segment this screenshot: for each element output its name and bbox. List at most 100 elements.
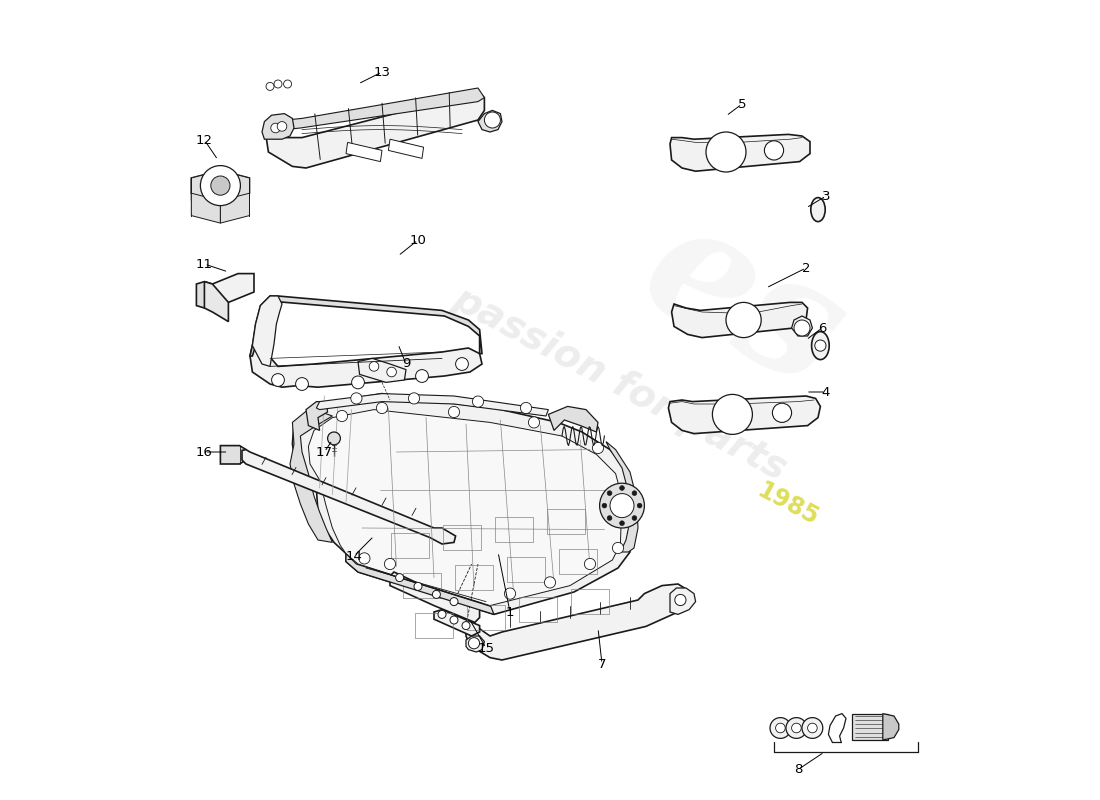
Circle shape [815, 340, 826, 351]
Circle shape [674, 594, 686, 606]
Circle shape [544, 577, 556, 588]
Text: 7: 7 [597, 658, 606, 670]
Circle shape [450, 616, 458, 624]
Circle shape [414, 582, 422, 590]
Circle shape [602, 503, 607, 508]
Polygon shape [205, 282, 229, 322]
Circle shape [328, 432, 340, 445]
Circle shape [472, 396, 484, 407]
Polygon shape [672, 302, 807, 338]
Polygon shape [252, 296, 282, 366]
Circle shape [505, 588, 516, 599]
Polygon shape [306, 402, 328, 430]
Polygon shape [266, 88, 484, 136]
Circle shape [772, 403, 792, 422]
Polygon shape [317, 394, 549, 416]
Circle shape [376, 402, 387, 414]
Polygon shape [670, 588, 695, 614]
Polygon shape [250, 346, 482, 387]
Circle shape [200, 166, 241, 206]
Polygon shape [358, 358, 406, 382]
Text: 6: 6 [817, 322, 826, 334]
Polygon shape [883, 714, 899, 740]
Circle shape [432, 590, 440, 598]
Polygon shape [346, 142, 382, 162]
Circle shape [384, 558, 396, 570]
Text: 8: 8 [794, 763, 802, 776]
Polygon shape [290, 408, 332, 542]
Polygon shape [388, 139, 424, 158]
Text: 1985: 1985 [752, 478, 823, 530]
Circle shape [416, 370, 428, 382]
Polygon shape [293, 394, 634, 614]
Circle shape [770, 718, 791, 738]
Circle shape [284, 80, 292, 88]
Polygon shape [262, 114, 294, 139]
Circle shape [713, 394, 752, 434]
Circle shape [408, 393, 419, 404]
Ellipse shape [811, 198, 825, 222]
Circle shape [802, 718, 823, 738]
Text: es: es [617, 186, 870, 422]
Circle shape [794, 320, 810, 336]
Polygon shape [242, 450, 455, 544]
Polygon shape [191, 170, 250, 201]
Polygon shape [191, 193, 220, 223]
Polygon shape [346, 554, 494, 614]
Polygon shape [852, 714, 888, 740]
Polygon shape [250, 296, 482, 356]
Text: 17: 17 [316, 446, 333, 458]
Polygon shape [549, 406, 598, 432]
Circle shape [792, 723, 801, 733]
Circle shape [706, 132, 746, 172]
Text: 13: 13 [374, 66, 390, 78]
Text: 3: 3 [822, 190, 830, 202]
Circle shape [607, 490, 612, 495]
Polygon shape [390, 572, 480, 622]
Text: 2: 2 [802, 262, 811, 274]
Polygon shape [606, 442, 638, 552]
Circle shape [776, 723, 785, 733]
Circle shape [807, 723, 817, 733]
Circle shape [764, 141, 783, 160]
Text: 10: 10 [409, 234, 427, 246]
Circle shape [607, 516, 612, 521]
Polygon shape [308, 410, 622, 606]
Text: 9: 9 [402, 358, 410, 370]
Circle shape [449, 406, 460, 418]
Circle shape [370, 362, 378, 371]
Circle shape [600, 483, 645, 528]
Circle shape [438, 610, 446, 618]
Text: 16: 16 [196, 446, 212, 458]
Circle shape [337, 410, 348, 422]
Polygon shape [466, 636, 484, 652]
Circle shape [296, 378, 308, 390]
Polygon shape [434, 610, 480, 636]
Circle shape [632, 490, 637, 495]
Polygon shape [212, 274, 254, 302]
Circle shape [469, 638, 480, 649]
Text: 11: 11 [196, 258, 213, 270]
Circle shape [387, 367, 396, 377]
Text: 5: 5 [738, 98, 746, 110]
Text: passion for parts: passion for parts [447, 280, 794, 488]
Polygon shape [191, 170, 220, 201]
Circle shape [520, 402, 531, 414]
Text: 12: 12 [196, 134, 213, 146]
Circle shape [266, 82, 274, 90]
Circle shape [610, 494, 634, 518]
Circle shape [352, 376, 364, 389]
Circle shape [272, 374, 285, 386]
Ellipse shape [812, 331, 829, 360]
Circle shape [786, 718, 806, 738]
Circle shape [462, 622, 470, 630]
Text: 1: 1 [506, 606, 515, 618]
Circle shape [528, 417, 540, 428]
Polygon shape [669, 396, 821, 434]
Circle shape [359, 553, 370, 564]
Circle shape [619, 521, 625, 526]
Circle shape [484, 112, 500, 128]
Polygon shape [197, 282, 212, 308]
Polygon shape [670, 134, 810, 171]
Polygon shape [466, 584, 686, 660]
